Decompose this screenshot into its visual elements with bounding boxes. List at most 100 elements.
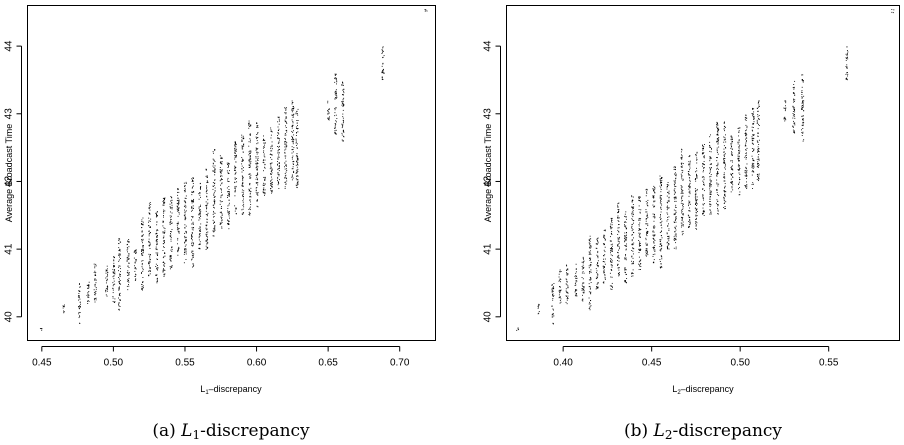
- data-point: [206, 205, 208, 207]
- data-point: [617, 260, 618, 261]
- data-point: [291, 141, 293, 143]
- data-point: [118, 303, 120, 305]
- data-point: [241, 145, 243, 147]
- data-point: [846, 50, 848, 51]
- data-point: [329, 116, 331, 118]
- data-point: [297, 164, 299, 166]
- data-point: [248, 190, 250, 192]
- data-point: [284, 143, 286, 145]
- data-point: [243, 167, 244, 169]
- data-point: [731, 154, 733, 156]
- data-point: [177, 237, 179, 239]
- data-point: [654, 240, 656, 241]
- data-point: [249, 199, 251, 201]
- data-point: [213, 216, 215, 218]
- data-point: [278, 139, 280, 141]
- data-point: [284, 112, 286, 114]
- data-point: [566, 295, 567, 297]
- data-point: [752, 158, 754, 160]
- data-point: [113, 262, 115, 264]
- data-point: [242, 182, 244, 184]
- data-point: [342, 101, 344, 103]
- data-point: [40, 328, 42, 329]
- data-point: [538, 311, 540, 312]
- data-point: [295, 135, 297, 136]
- data-point: [78, 313, 80, 315]
- data-point: [149, 273, 151, 275]
- data-point: [793, 126, 795, 128]
- data-point: [668, 236, 669, 237]
- data-point: [695, 178, 696, 180]
- data-point: [659, 240, 661, 242]
- data-point: [118, 253, 120, 255]
- data-point: [660, 200, 661, 202]
- data-point: [551, 316, 553, 318]
- data-point: [278, 148, 280, 150]
- data-point: [163, 209, 165, 211]
- data-point: [163, 235, 165, 237]
- data-point: [646, 250, 648, 252]
- data-point: [660, 255, 662, 257]
- data-point: [610, 269, 612, 271]
- data-point: [746, 127, 748, 129]
- data-point: [113, 265, 114, 267]
- data-point: [611, 258, 613, 260]
- data-point: [625, 255, 626, 257]
- data-point: [278, 173, 280, 175]
- data-point: [792, 115, 794, 117]
- data-point: [739, 173, 741, 175]
- data-point: [681, 175, 683, 177]
- data-point: [155, 274, 157, 276]
- data-point: [295, 172, 297, 174]
- data-point: [291, 168, 293, 170]
- data-point: [119, 299, 121, 301]
- data-point: [718, 204, 719, 206]
- data-point: [801, 90, 803, 92]
- data-point: [625, 272, 626, 273]
- data-point: [675, 217, 677, 219]
- data-point: [716, 179, 718, 181]
- data-point: [631, 243, 633, 245]
- data-point: [278, 182, 280, 184]
- data-point: [565, 301, 567, 303]
- data-point: [710, 212, 712, 214]
- data-point: [164, 252, 166, 254]
- data-point: [170, 249, 172, 251]
- data-point: [717, 157, 718, 159]
- data-point: [177, 215, 179, 217]
- data-point: [716, 182, 718, 184]
- data-point: [640, 266, 642, 268]
- data-point: [234, 165, 236, 167]
- data-point: [157, 265, 158, 266]
- data-point: [785, 107, 787, 109]
- data-point: [688, 156, 690, 158]
- data-point: [163, 237, 165, 239]
- data-point: [277, 164, 279, 166]
- data-point: [738, 139, 740, 141]
- data-point: [639, 219, 641, 221]
- data-point: [611, 245, 613, 247]
- data-point: [709, 171, 711, 173]
- data-point: [802, 125, 804, 127]
- data-point: [625, 238, 627, 240]
- data-point: [646, 203, 648, 205]
- data-point: [169, 255, 171, 257]
- data-point: [256, 148, 257, 150]
- data-point: [248, 161, 250, 163]
- data-point: [171, 251, 173, 252]
- data-point: [227, 219, 228, 221]
- data-point: [327, 113, 329, 115]
- data-point: [794, 94, 796, 96]
- data-point: [659, 239, 661, 241]
- data-point: [716, 150, 718, 152]
- data-point: [119, 276, 121, 277]
- data-point: [625, 237, 627, 239]
- data-point: [335, 95, 337, 97]
- data-point: [723, 174, 725, 176]
- data-point: [184, 248, 186, 250]
- data-point: [794, 111, 796, 113]
- data-point: [730, 137, 732, 139]
- data-point: [560, 281, 562, 283]
- data-point: [746, 184, 748, 186]
- data-point: [785, 102, 787, 104]
